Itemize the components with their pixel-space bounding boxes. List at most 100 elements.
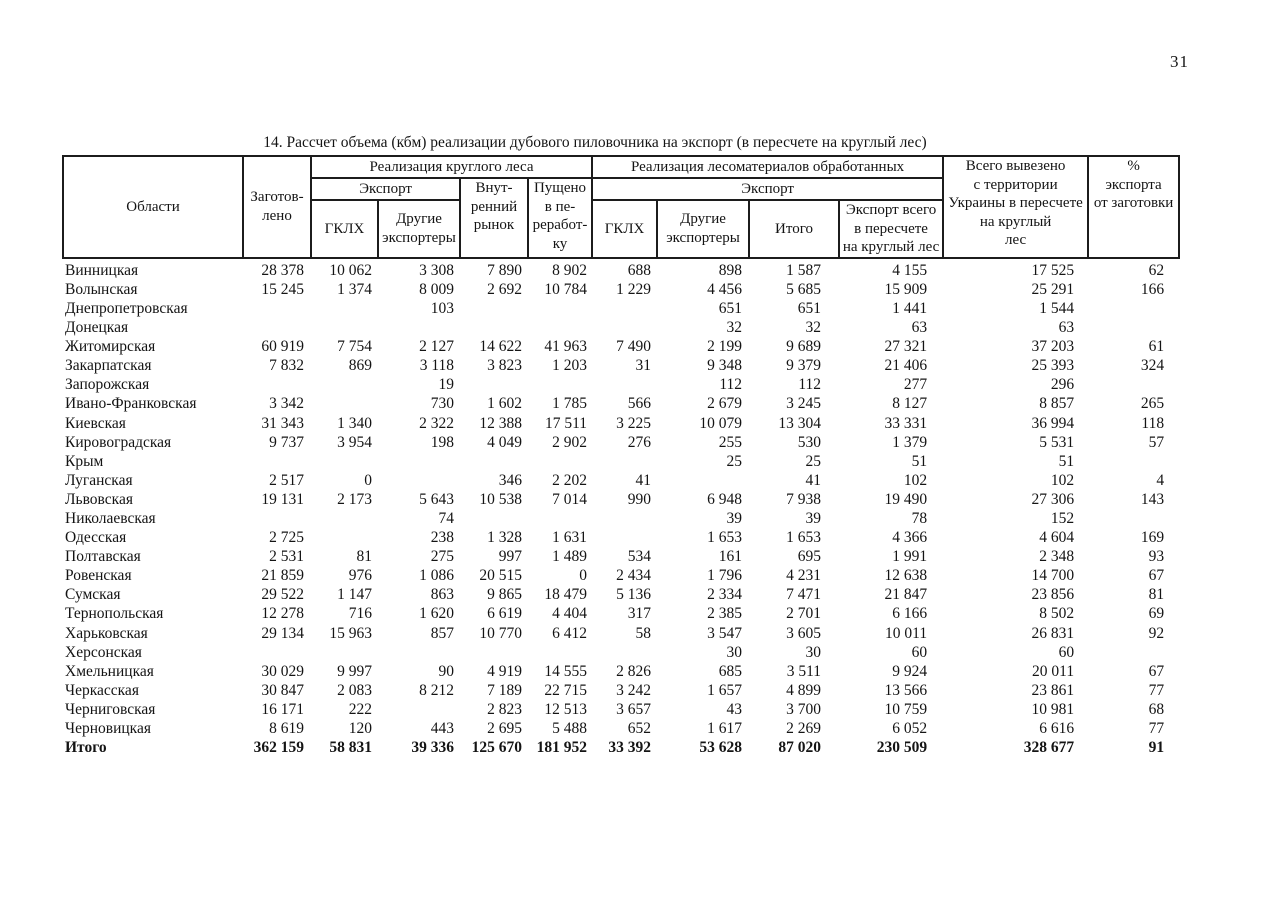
value-cell: 3 511: [786, 662, 822, 680]
value-cell: 688: [627, 261, 652, 279]
value-cell: 2 823: [487, 700, 522, 718]
value-cell: [1088, 318, 1179, 337]
value-cell: 4 456: [707, 280, 743, 298]
value-cell: 30: [726, 643, 743, 661]
value-cell: 61: [1148, 338, 1165, 356]
value-cell: 1 328: [487, 529, 522, 547]
region-name-cell: Крым: [65, 452, 104, 470]
value-cell: 60 919: [261, 338, 304, 356]
value-cell: 152: [1050, 510, 1075, 527]
value-cell: 5 531: [1039, 433, 1075, 451]
value-cell: [243, 375, 311, 394]
value-cell: 198: [430, 433, 454, 451]
value-cell: 1 086: [419, 567, 454, 585]
value-cell: 112: [719, 376, 743, 394]
value-cell: 3 308: [419, 261, 454, 279]
region-name-cell: Черкасская: [65, 681, 139, 699]
region-name-cell: Хмельницкая: [65, 662, 154, 680]
value-cell: 4 899: [786, 681, 822, 699]
value-cell: [311, 643, 378, 662]
value-cell: 976: [348, 567, 372, 585]
value-cell: [592, 528, 657, 547]
value-cell: 12 513: [544, 700, 588, 718]
value-cell: 13 304: [778, 414, 822, 432]
value-cell: 8 009: [419, 280, 454, 298]
table-row: Николаевская 74 39 39 78 152: [63, 509, 1179, 528]
header-export-left: Экспорт: [310, 177, 461, 201]
value-cell: 29 522: [261, 586, 304, 604]
value-cell: 36 994: [1031, 414, 1075, 432]
value-cell: [243, 509, 311, 528]
value-cell: 2 202: [552, 471, 588, 489]
value-cell: 3 605: [786, 624, 822, 642]
value-cell: 4 366: [892, 529, 928, 547]
value-cell: [528, 643, 592, 662]
value-cell: 57: [1148, 433, 1165, 451]
value-cell: 4: [1156, 471, 1165, 489]
value-cell: 863: [430, 586, 454, 604]
region-name-cell: Днепропетровская: [65, 299, 188, 317]
table-row: Днепропетровская 103 651 651 1 441 1 544: [63, 299, 1179, 318]
value-cell: 21 847: [884, 586, 928, 604]
value-cell: 275: [430, 548, 454, 566]
value-cell: 30 847: [261, 681, 304, 699]
value-cell: 3 954: [337, 433, 372, 451]
value-cell: 652: [627, 720, 652, 738]
value-cell: 1 617: [707, 720, 743, 738]
value-cell: [311, 375, 378, 394]
value-cell: 346: [498, 471, 522, 489]
header-processing: Пущено в пе- реработ- ку: [526, 177, 594, 259]
value-cell: 63: [1058, 319, 1075, 337]
value-cell: 37 203: [1031, 338, 1075, 356]
value-cell: [1088, 452, 1179, 471]
header-other-exporters-left: Другие экспортеры: [377, 199, 461, 259]
value-cell: 67: [1148, 567, 1165, 585]
value-cell: 2 385: [707, 605, 743, 623]
value-cell: 4 231: [786, 567, 822, 585]
value-cell: [378, 643, 460, 662]
value-cell: 7 890: [487, 261, 522, 279]
value-cell: 18 479: [544, 586, 588, 604]
value-cell: 1 796: [707, 567, 743, 585]
table-row: Сумская 29 522 1 147 863 9 865 18 479 5 136 2 3…: [63, 585, 1179, 604]
value-cell: 2 199: [707, 338, 743, 356]
value-cell: 230 509: [876, 739, 928, 757]
value-cell: [243, 299, 311, 318]
value-cell: 10 981: [1031, 700, 1075, 718]
value-cell: 0: [364, 471, 372, 489]
value-cell: 10 538: [479, 490, 522, 508]
table-row: Одесская 2 725 238 1 328 1 631 1 653 1 653 4 36…: [63, 528, 1179, 547]
value-cell: 19: [438, 376, 455, 394]
value-cell: 16 171: [261, 700, 304, 718]
table-row: Закарпатская 7 832 869 3 118 3 823 1 203 31 9 3…: [63, 356, 1179, 375]
value-cell: 62: [1148, 261, 1165, 279]
value-cell: 2 517: [269, 471, 304, 489]
value-cell: 166: [1140, 280, 1165, 298]
value-cell: 1 991: [892, 548, 928, 566]
value-cell: 102: [903, 471, 928, 489]
region-name-cell: Одесская: [65, 529, 127, 547]
value-cell: 3 225: [616, 414, 652, 432]
value-cell: 30: [805, 643, 822, 661]
value-cell: 60: [1058, 643, 1075, 661]
value-cell: 4 049: [487, 433, 522, 451]
value-cell: 33 392: [608, 739, 652, 757]
value-cell: 32: [805, 319, 822, 337]
value-cell: 23 861: [1031, 681, 1075, 699]
value-cell: 12 638: [884, 567, 928, 585]
value-cell: 4 155: [892, 261, 928, 279]
region-name-cell: Запорожская: [65, 376, 150, 394]
table-row: Черниговская 16 171 222 2 823 12 513 3 657 43 3…: [63, 700, 1179, 719]
value-cell: [528, 509, 592, 528]
value-cell: 8 857: [1039, 395, 1075, 413]
value-cell: 15 963: [329, 624, 372, 642]
value-cell: 9 865: [487, 586, 522, 604]
value-cell: 265: [1140, 395, 1165, 413]
value-cell: 1 587: [786, 261, 822, 279]
value-cell: 23 856: [1031, 586, 1075, 604]
value-cell: 15 909: [884, 280, 928, 298]
value-cell: 9 737: [269, 433, 304, 451]
value-cell: 6 412: [552, 624, 588, 642]
value-cell: 13 566: [884, 681, 928, 699]
value-cell: [378, 318, 460, 337]
